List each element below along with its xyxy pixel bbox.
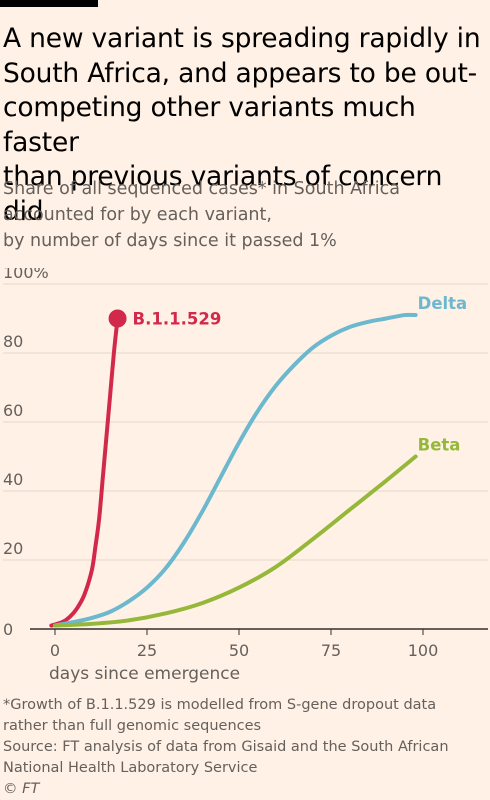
y-tick-labels: 0 20 40 60 80 100% <box>3 268 49 639</box>
source-line: Source: FT analysis of data from Gisaid … <box>3 739 449 755</box>
series-line-beta <box>53 454 418 628</box>
series-line-b-1-1-529 <box>49 316 120 628</box>
y-tick-label: 40 <box>3 470 23 489</box>
y-tick-label: 60 <box>3 401 23 420</box>
y-tick-label: 0 <box>3 620 13 639</box>
series-lines <box>49 309 418 628</box>
y-tick-label: 80 <box>3 332 23 351</box>
brand-bar <box>0 0 98 7</box>
y-tick-label: 20 <box>3 539 23 558</box>
title-line: than previous variants of concern did <box>3 161 443 227</box>
x-tick-label: 25 <box>137 641 157 660</box>
x-axis-label: days since emergence <box>49 664 240 684</box>
subtitle-line: by number of days since it passed 1% <box>3 231 337 251</box>
x-tick-label: 100 <box>408 641 439 660</box>
x-tick-label: 0 <box>50 641 60 660</box>
subtitle-line: Share of all sequenced cases* in South A… <box>3 179 401 199</box>
chart-title: A new variant is spreading rapidly in So… <box>3 22 487 229</box>
series-label-delta: Delta <box>418 294 468 313</box>
x-tick-label: 75 <box>321 641 341 660</box>
x-ticks: 0 25 50 75 100 <box>50 629 438 660</box>
series-line-delta <box>53 312 418 628</box>
y-tick-label: 100% <box>3 268 49 282</box>
series-label-b-1-1-529: B.1.1.529 <box>133 310 222 329</box>
x-tick-label: 50 <box>229 641 249 660</box>
source-line: National Health Laboratory Service <box>3 760 258 776</box>
chart-subtitle: Share of all sequenced cases* in South A… <box>3 176 487 254</box>
title-line: competing other variants much faster <box>3 92 416 158</box>
series-end-marker-b-1-1-529 <box>108 309 127 328</box>
footnote-block: *Growth of B.1.1.529 is modelled from S-… <box>3 695 487 800</box>
series-labels: B.1.1.529 Delta Beta <box>133 294 468 454</box>
title-line: South Africa, and appears to be out- <box>3 57 478 89</box>
credit: © FT <box>3 781 40 797</box>
footnote-line: *Growth of B.1.1.529 is modelled from S-… <box>3 697 437 713</box>
title-line: A new variant is spreading rapidly in <box>3 23 481 54</box>
series-label-beta: Beta <box>418 436 461 455</box>
gridlines <box>3 283 488 630</box>
subtitle-line: accounted for by each variant, <box>3 205 272 225</box>
footnote-line: rather than full genomic sequences <box>3 718 262 734</box>
